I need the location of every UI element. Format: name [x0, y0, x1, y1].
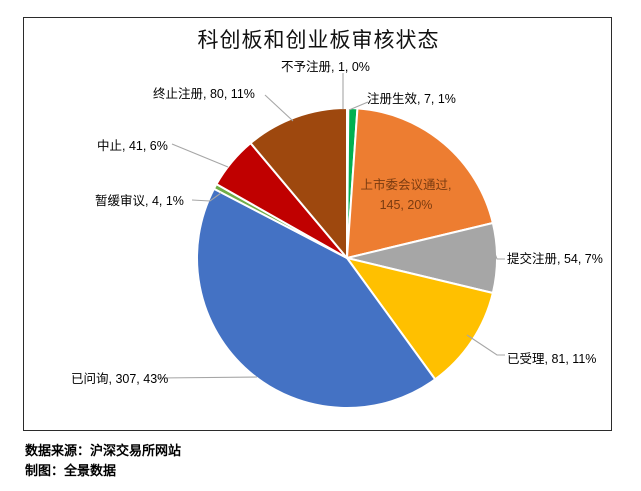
data-label-shangshiwei: 上市委会议通过, 145, 20%	[348, 175, 464, 215]
data-label-yiwenxun: 已问询, 307, 43%	[71, 372, 169, 386]
chart-title: 科创板和创业板审核状态	[197, 29, 440, 52]
pie-slice-2	[346, 107, 494, 259]
data-label-zanhuanshenyi: 暂缓审议, 4, 1%	[95, 194, 184, 208]
data-label-tijiaozhuce: 提交注册, 54, 7%	[507, 252, 603, 266]
pie-slice-4	[346, 257, 494, 381]
leader-line-zhongzhizhuce	[264, 94, 294, 122]
leader-lines-group	[157, 73, 505, 379]
credit-text: 制图：全景数据	[25, 463, 117, 478]
data-label-shangshiwei-line2: 145, 20%	[379, 198, 433, 212]
data-label-yishouli: 已受理, 81, 11%	[507, 352, 597, 366]
chart-footer: 数据来源：沪深交易所网站 制图：全景数据	[25, 441, 181, 481]
leader-line-zhongzhi	[171, 143, 229, 168]
data-label-shangshiwei-line1: 上市委会议通过,	[360, 178, 452, 192]
pie-slice-8	[249, 107, 348, 259]
data-source-text: 数据来源：沪深交易所网站	[25, 443, 182, 458]
pie-slices-group	[196, 107, 498, 409]
data-label-zhongzhi: 中止, 41, 6%	[97, 139, 168, 153]
leader-line-yishouli	[466, 334, 505, 356]
pie-slice-5	[196, 187, 437, 409]
data-label-buyuzhuce: 不予注册, 1, 0%	[281, 60, 370, 74]
leader-line-zanhuanshenyi	[191, 192, 222, 202]
leader-line-yiwenxun	[157, 376, 258, 379]
data-label-zhongzhizhuce: 终止注册, 80, 11%	[153, 87, 255, 101]
leader-line-zhuceshengxiao	[348, 101, 369, 111]
data-label-zhuceshengxiao: 注册生效, 7, 1%	[367, 92, 456, 106]
leader-line-tijiaozhuce	[491, 245, 505, 260]
